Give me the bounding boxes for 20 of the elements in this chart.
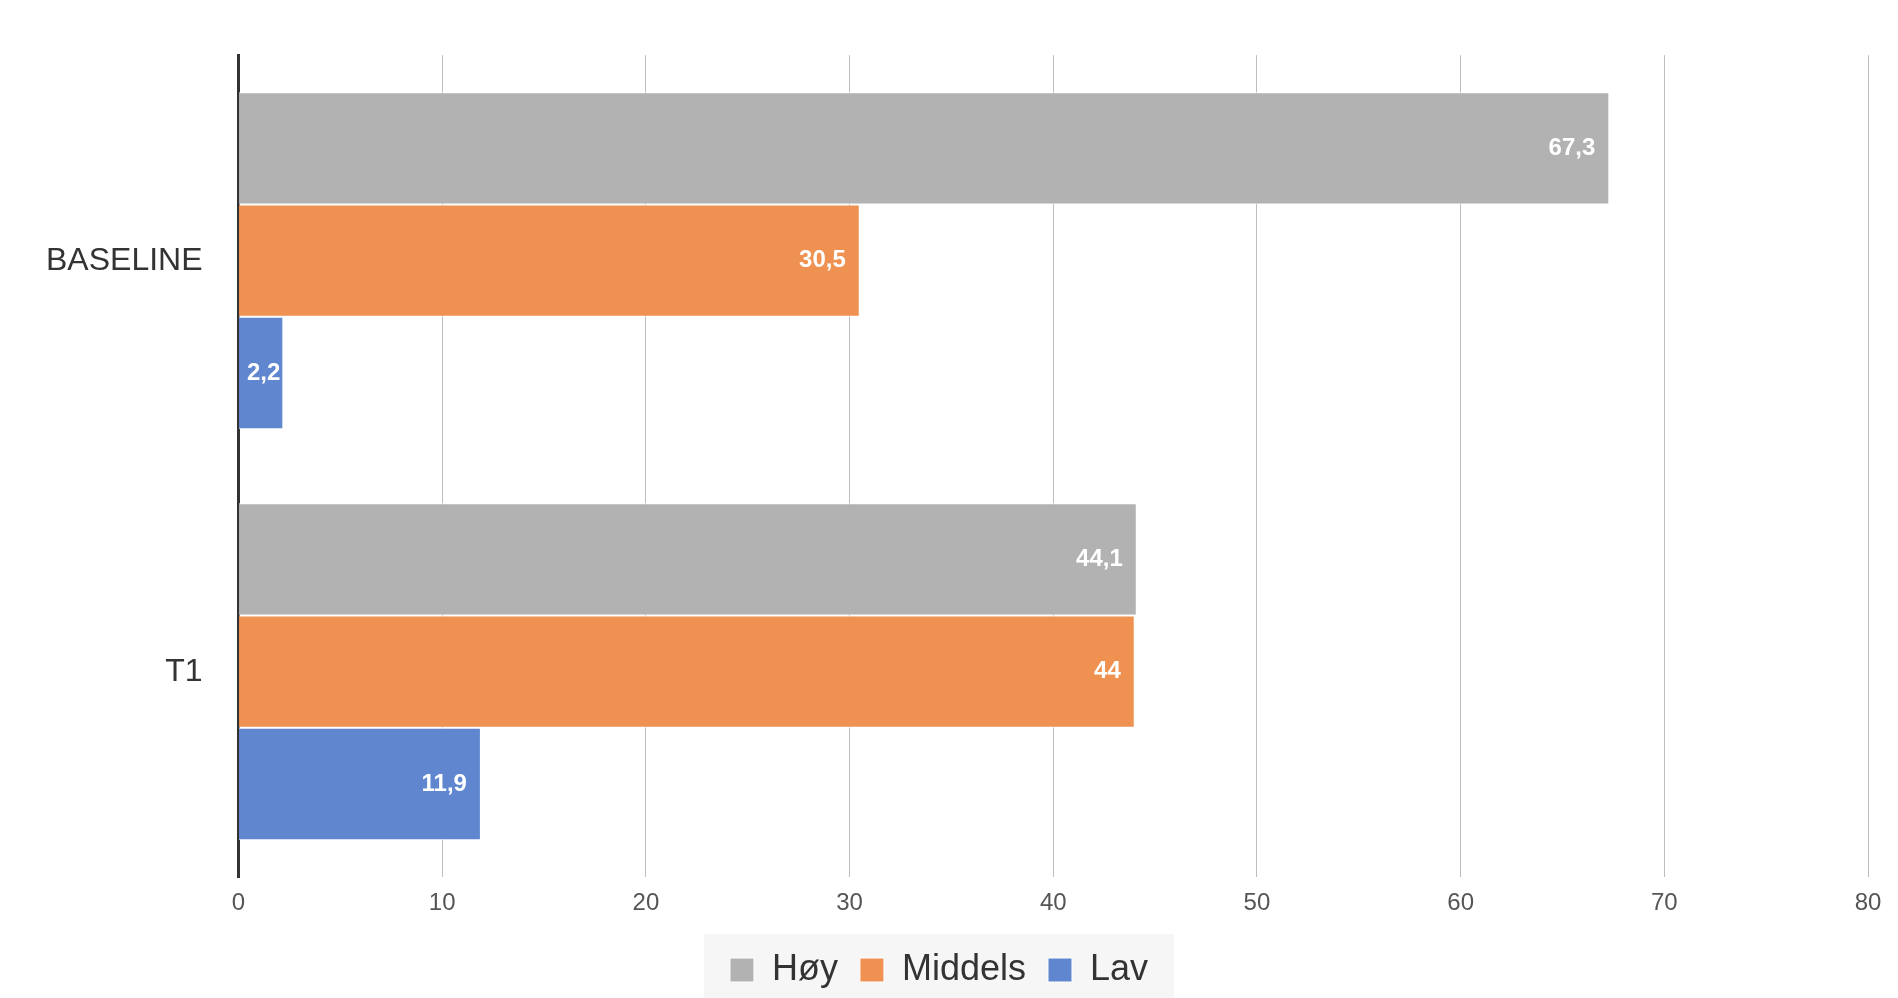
data-label: 44,1 [1076,543,1123,571]
x-tick-label: 0 [231,888,246,916]
legend-label: Middels [901,946,1027,988]
x-tick-label: 30 [836,888,863,916]
data-label: 30,5 [799,245,846,273]
x-tick-label: 10 [428,888,456,916]
x-tick-label: 20 [632,888,660,916]
legend-label: Lav [1090,946,1149,988]
y-tick-label: T1 [165,651,203,688]
x-tick-label: 80 [1854,888,1882,916]
data-label: 11,9 [421,768,467,796]
x-tick-label: 60 [1447,888,1474,916]
data-label: 2,2 [247,357,281,385]
legend-label: Høy [771,946,838,988]
data-label: 67,3 [1548,132,1596,160]
x-tick-label: 50 [1243,888,1271,916]
x-tick-label: 40 [1039,888,1067,916]
y-tick-label: BASELINE [46,240,203,277]
data-label: 44 [1094,656,1122,684]
x-tick-label: 70 [1650,888,1678,916]
